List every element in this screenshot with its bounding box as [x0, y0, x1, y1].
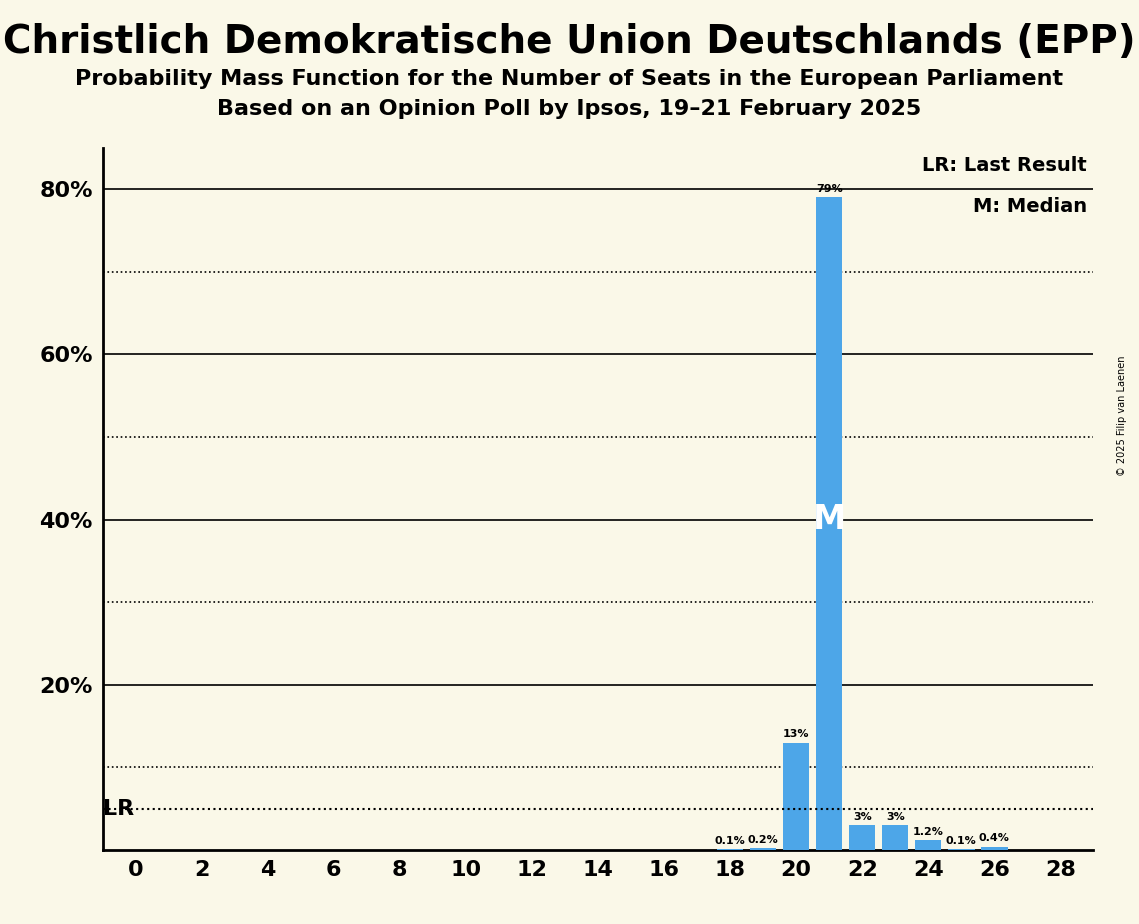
- Text: 0.2%: 0.2%: [748, 835, 778, 845]
- Text: LR: LR: [103, 798, 133, 819]
- Bar: [915, 840, 942, 850]
- Text: M: Median: M: Median: [973, 198, 1087, 216]
- Text: 1.2%: 1.2%: [912, 827, 944, 837]
- Bar: [849, 825, 876, 850]
- Text: M: M: [812, 503, 846, 536]
- Text: 0.1%: 0.1%: [715, 836, 745, 846]
- Text: 3%: 3%: [853, 812, 871, 822]
- Text: 13%: 13%: [782, 729, 810, 739]
- Text: Based on an Opinion Poll by Ipsos, 19–21 February 2025: Based on an Opinion Poll by Ipsos, 19–21…: [218, 99, 921, 119]
- Bar: [782, 743, 810, 850]
- Text: 3%: 3%: [886, 812, 904, 822]
- Text: 0.1%: 0.1%: [947, 836, 976, 846]
- Text: Christlich Demokratische Union Deutschlands (EPP): Christlich Demokratische Union Deutschla…: [3, 23, 1136, 61]
- Text: LR: Last Result: LR: Last Result: [923, 156, 1087, 176]
- Text: Probability Mass Function for the Number of Seats in the European Parliament: Probability Mass Function for the Number…: [75, 69, 1064, 90]
- Text: 0.4%: 0.4%: [978, 833, 1010, 844]
- Bar: [749, 848, 777, 850]
- Bar: [882, 825, 909, 850]
- Bar: [981, 846, 1008, 850]
- Text: 79%: 79%: [816, 184, 843, 194]
- Bar: [816, 198, 843, 850]
- Text: © 2025 Filip van Laenen: © 2025 Filip van Laenen: [1117, 356, 1126, 476]
